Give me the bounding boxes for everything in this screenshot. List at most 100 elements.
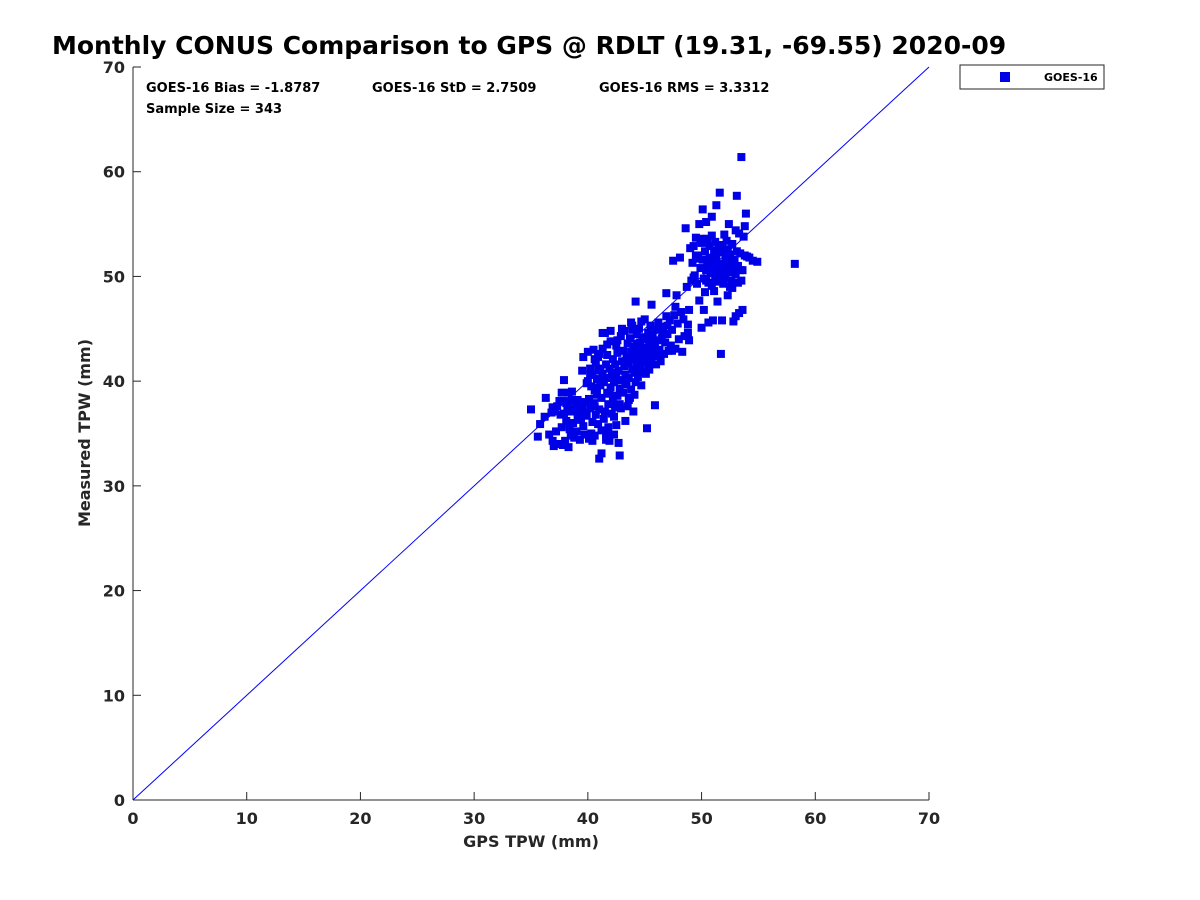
data-point (619, 346, 628, 355)
data-point (650, 401, 659, 410)
data-point (691, 233, 700, 242)
data-point (586, 404, 595, 413)
data-point (595, 405, 604, 414)
data-point (575, 398, 584, 407)
data-point (672, 291, 681, 300)
data-point (741, 209, 750, 218)
data-point (728, 283, 737, 292)
x-tick-label: 50 (690, 809, 712, 828)
data-point (592, 375, 601, 384)
data-point (628, 325, 637, 334)
data-point (647, 300, 656, 309)
data-point (654, 336, 663, 345)
data-point (689, 242, 698, 251)
data-point (678, 347, 687, 356)
data-point (597, 449, 606, 458)
data-point (685, 336, 694, 345)
data-point (572, 427, 581, 436)
data-point (603, 350, 612, 359)
data-point (605, 389, 614, 398)
data-point (739, 232, 748, 241)
data-point (559, 376, 568, 385)
data-point (602, 429, 611, 438)
data-point (681, 224, 690, 233)
data-point (662, 289, 671, 298)
data-point (580, 430, 589, 439)
data-point (677, 308, 686, 317)
data-point (637, 381, 646, 390)
data-point (720, 267, 729, 276)
data-point (653, 352, 662, 361)
data-point (625, 334, 634, 343)
data-point (565, 425, 574, 434)
data-point (608, 369, 617, 378)
data-point (748, 256, 757, 265)
data-point (598, 369, 607, 378)
data-point (711, 237, 720, 246)
data-point (548, 436, 557, 445)
data-point (597, 426, 606, 435)
data-point (790, 259, 799, 268)
data-point (552, 427, 561, 436)
data-point (541, 393, 550, 402)
x-tick-label: 70 (918, 809, 940, 828)
data-point (586, 364, 595, 373)
data-point (722, 260, 731, 269)
data-point (614, 366, 623, 375)
data-point (527, 405, 535, 414)
data-point (675, 253, 684, 262)
data-point (737, 153, 746, 162)
data-point (665, 316, 674, 325)
data-point (631, 378, 640, 387)
axes: 0 10 20 30 40 50 60 70 0 10 20 30 40 50 60 70 (103, 58, 940, 828)
plot-area (132, 66, 930, 801)
data-point (579, 353, 588, 362)
data-point (599, 377, 608, 386)
data-point (695, 220, 704, 229)
data-point (668, 325, 677, 334)
data-point (608, 355, 617, 364)
data-point (608, 395, 617, 404)
data-point (716, 245, 725, 254)
data-point (557, 423, 566, 432)
x-axis-ticks: 0 10 20 30 40 50 60 70 (127, 792, 940, 828)
data-point (683, 328, 692, 337)
data-point (708, 316, 717, 325)
data-point (633, 372, 642, 381)
data-point (673, 319, 682, 328)
one-to-one-line (132, 66, 930, 801)
data-point (613, 391, 622, 400)
data-point (682, 282, 691, 291)
data-point (590, 355, 599, 364)
data-point (606, 383, 615, 392)
data-point (559, 409, 568, 418)
data-point (629, 407, 638, 416)
data-point (589, 345, 598, 354)
data-point (706, 269, 715, 278)
data-point (646, 321, 655, 330)
data-point (753, 257, 762, 266)
data-point (578, 403, 587, 412)
legend-box (959, 64, 1105, 90)
data-point (710, 265, 719, 274)
data-point (594, 420, 603, 429)
data-point (627, 318, 636, 327)
data-point (594, 364, 603, 373)
data-point (616, 332, 625, 341)
data-point (702, 217, 711, 226)
data-point (705, 253, 714, 262)
data-point (622, 353, 631, 362)
data-point (736, 249, 745, 258)
data-point (627, 385, 636, 394)
data-point (540, 412, 549, 421)
data-point (615, 400, 624, 409)
data-point (702, 276, 711, 285)
data-point (590, 402, 599, 411)
data-point (718, 241, 727, 250)
data-point (583, 347, 592, 356)
data-point (570, 405, 579, 414)
data-point (721, 254, 730, 263)
data-point (669, 256, 678, 265)
x-axis-label: GPS TPW (mm) (463, 832, 599, 851)
data-point (619, 388, 628, 397)
